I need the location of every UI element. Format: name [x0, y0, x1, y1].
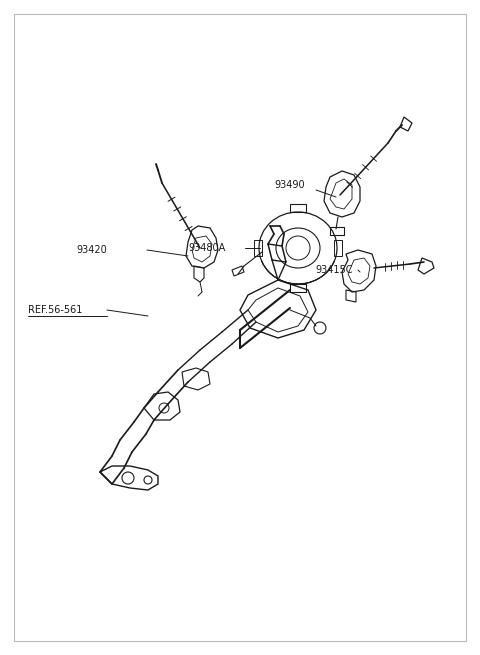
Text: 93480A: 93480A	[188, 243, 225, 253]
Text: 93420: 93420	[76, 245, 107, 255]
Text: 93490: 93490	[274, 180, 305, 190]
Text: REF.56-561: REF.56-561	[28, 305, 83, 315]
Text: 93415C: 93415C	[315, 265, 352, 275]
